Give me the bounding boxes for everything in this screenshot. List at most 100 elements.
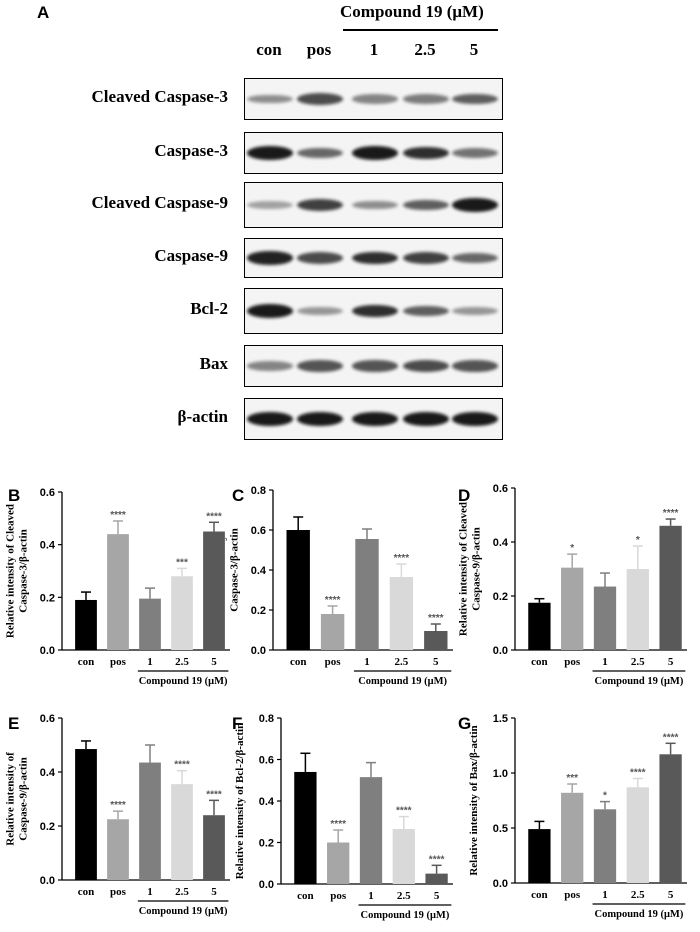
blot-band xyxy=(297,252,343,264)
y-axis-label: Relative intensity of Bax/β-actin xyxy=(468,725,480,875)
blot-strip-3 xyxy=(244,238,503,278)
blot-band xyxy=(247,201,293,209)
blot-band xyxy=(352,94,398,104)
blot-band xyxy=(403,94,449,104)
blot-row-label-3: Caspase-9 xyxy=(154,246,228,265)
blot-band xyxy=(247,94,293,104)
blot-band xyxy=(452,412,498,426)
panel-letter-e: E xyxy=(8,714,20,733)
group-label: Compound 19 (μM) xyxy=(595,676,684,687)
x-tick-label: 1 xyxy=(602,656,608,668)
blot-band xyxy=(297,199,343,211)
x-tick-label: con xyxy=(290,656,307,668)
x-tick-label: pos xyxy=(110,886,127,898)
significance-label: **** xyxy=(330,819,346,830)
bar-con xyxy=(528,602,551,650)
bar-5 xyxy=(659,754,682,883)
x-tick-label: 2.5 xyxy=(175,886,189,898)
blot-band xyxy=(297,93,343,105)
x-tick-label: con xyxy=(297,890,314,902)
bar-con xyxy=(528,829,551,883)
bar-1 xyxy=(359,777,383,884)
y-tick-label: 0.4 xyxy=(40,767,56,779)
x-tick-label: pos xyxy=(325,656,342,668)
x-tick-label: 5 xyxy=(434,890,440,902)
blot-band xyxy=(452,148,498,158)
significance-label: **** xyxy=(110,800,126,811)
blot-band xyxy=(403,146,449,160)
blot-band xyxy=(352,146,398,160)
blot-band xyxy=(247,251,293,265)
x-tick-label: 1 xyxy=(364,656,370,668)
blot-band xyxy=(403,305,449,317)
x-tick-label: con xyxy=(78,886,95,898)
blot-strip-5 xyxy=(244,345,503,387)
blot-band xyxy=(297,360,343,372)
blot-band xyxy=(452,198,498,212)
y-axis-label: Relative intensity of xyxy=(225,523,228,617)
y-tick-label: 0.6 xyxy=(40,713,55,725)
x-tick-label: 5 xyxy=(668,656,674,668)
bar-2.5 xyxy=(171,576,193,650)
y-axis-label: Relative intensity of Cleaved xyxy=(458,502,470,636)
significance-label: **** xyxy=(325,595,341,606)
bar-chart-g: 0.0 0.5 1.0 1.5 Relative intensity of Bax/β-… xyxy=(468,713,687,920)
blot-strip-6 xyxy=(244,398,503,440)
blot-band xyxy=(352,251,398,265)
x-tick-label: 1 xyxy=(147,656,153,668)
treatment-label: Compound 19 (μM) xyxy=(340,2,484,21)
y-axis-label: Relative intensity of Cleaved xyxy=(5,504,17,638)
bar-5 xyxy=(203,815,225,880)
blot-band xyxy=(452,93,498,105)
blot-strip-0 xyxy=(244,78,503,120)
y-tick-label: 0.6 xyxy=(259,755,274,767)
y-tick-label: 0.2 xyxy=(251,605,266,617)
x-tick-label: con xyxy=(531,656,548,668)
y-axis-label: Caspase-9/β-actin xyxy=(18,757,30,840)
group-label: Compound 19 (μM) xyxy=(139,676,228,687)
significance-label: **** xyxy=(174,760,190,771)
x-tick-label: 2.5 xyxy=(175,656,189,668)
bar-chart-b: 0.0 0.2 0.4 0.6 Relative intensity of Cleave… xyxy=(5,487,230,687)
panel-letter-b: B xyxy=(8,486,21,505)
y-tick-label: 0.8 xyxy=(251,485,266,497)
panel-letter-a: A xyxy=(37,3,50,22)
panel-letter-g: G xyxy=(458,714,472,733)
significance-label: *** xyxy=(566,773,578,784)
lane-label-2: 1 xyxy=(369,40,379,59)
significance-label: **** xyxy=(428,613,444,624)
y-axis-label: Caspase-3/β-actin xyxy=(229,528,241,611)
significance-label: * xyxy=(636,535,640,546)
panel-letter-f: F xyxy=(232,714,243,733)
significance-label: * xyxy=(603,791,607,802)
bar-chart-f: 0.0 0.2 0.4 0.6 0.8 Relative intensity of Bcl… xyxy=(234,713,453,921)
bar-1 xyxy=(593,809,617,883)
blot-band xyxy=(452,252,498,264)
bar-5 xyxy=(425,873,448,884)
bar-2.5 xyxy=(626,569,649,650)
y-tick-label: 0.4 xyxy=(259,796,275,808)
treatment-bracket-line xyxy=(343,29,498,31)
x-tick-label: 2.5 xyxy=(631,656,645,668)
lane-label-3: 2.5 xyxy=(414,40,436,59)
y-tick-label: 0.4 xyxy=(493,537,509,549)
y-tick-label: 0.0 xyxy=(493,878,508,890)
significance-label: **** xyxy=(630,768,646,779)
y-tick-label: 0.0 xyxy=(40,875,55,887)
y-tick-label: 0.0 xyxy=(40,645,55,657)
significance-label: **** xyxy=(206,789,222,800)
blot-band xyxy=(403,412,449,426)
y-tick-label: 0.8 xyxy=(259,713,274,725)
y-tick-label: 0.6 xyxy=(40,487,55,499)
lane-label-1: pos xyxy=(306,40,332,59)
significance-label: *** xyxy=(176,557,188,568)
y-tick-label: 0.0 xyxy=(493,645,508,657)
bar-2.5 xyxy=(626,787,649,883)
blot-band xyxy=(247,412,293,426)
bar-chart-c: 0.0 0.2 0.4 0.6 0.8 Relative intensity ofCasp… xyxy=(225,485,453,687)
y-axis-label: Caspase-9/β-actin xyxy=(471,527,483,610)
blot-strip-1 xyxy=(244,132,503,174)
group-label: Compound 19 (μM) xyxy=(139,906,228,917)
bar-pos xyxy=(107,534,129,650)
x-tick-label: pos xyxy=(110,656,127,668)
